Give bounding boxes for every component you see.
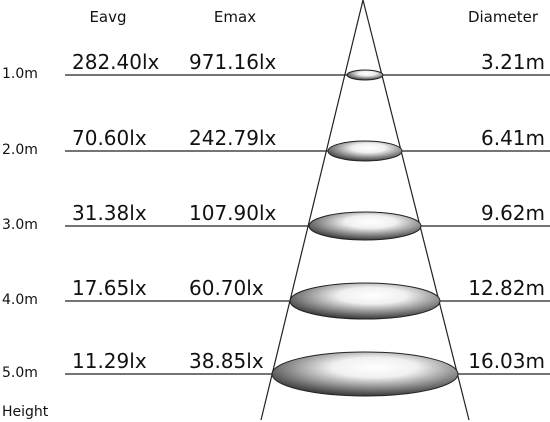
emax-value: 60.70lx — [189, 276, 264, 300]
emax-value: 38.85lx — [189, 349, 264, 373]
eavg-value: 17.65lx — [72, 276, 147, 300]
light-spot — [308, 211, 422, 241]
emax-header: Emax — [214, 8, 256, 26]
height-value: 4.0m — [2, 292, 38, 308]
diameter-value: 12.82m — [468, 276, 545, 300]
cone-edge — [362, 0, 470, 421]
diameter-value: 3.21m — [481, 50, 545, 74]
diameter-value: 9.62m — [481, 201, 545, 225]
light-spot — [346, 69, 384, 81]
light-spot — [327, 140, 403, 162]
height-value: 5.0m — [2, 365, 38, 381]
diameter-value: 6.41m — [481, 126, 545, 150]
cone-edge — [260, 0, 364, 421]
light-spot — [271, 351, 459, 397]
diameter-header: Diameter — [468, 8, 539, 26]
height-value: 1.0m — [2, 66, 38, 82]
emax-value: 971.16lx — [189, 50, 277, 74]
emax-value: 242.79lx — [189, 126, 277, 150]
eavg-value: 11.29lx — [72, 349, 147, 373]
light-spot — [289, 282, 441, 320]
diameter-value: 16.03m — [468, 349, 545, 373]
height-value: 3.0m — [2, 217, 38, 233]
height-value: 2.0m — [2, 142, 38, 158]
eavg-header: Eavg — [89, 8, 126, 26]
eavg-value: 70.60lx — [72, 126, 147, 150]
emax-value: 107.90lx — [189, 201, 277, 225]
light-cone — [260, 0, 470, 421]
height-label: Height — [2, 404, 49, 420]
eavg-value: 282.40lx — [72, 50, 160, 74]
eavg-value: 31.38lx — [72, 201, 147, 225]
